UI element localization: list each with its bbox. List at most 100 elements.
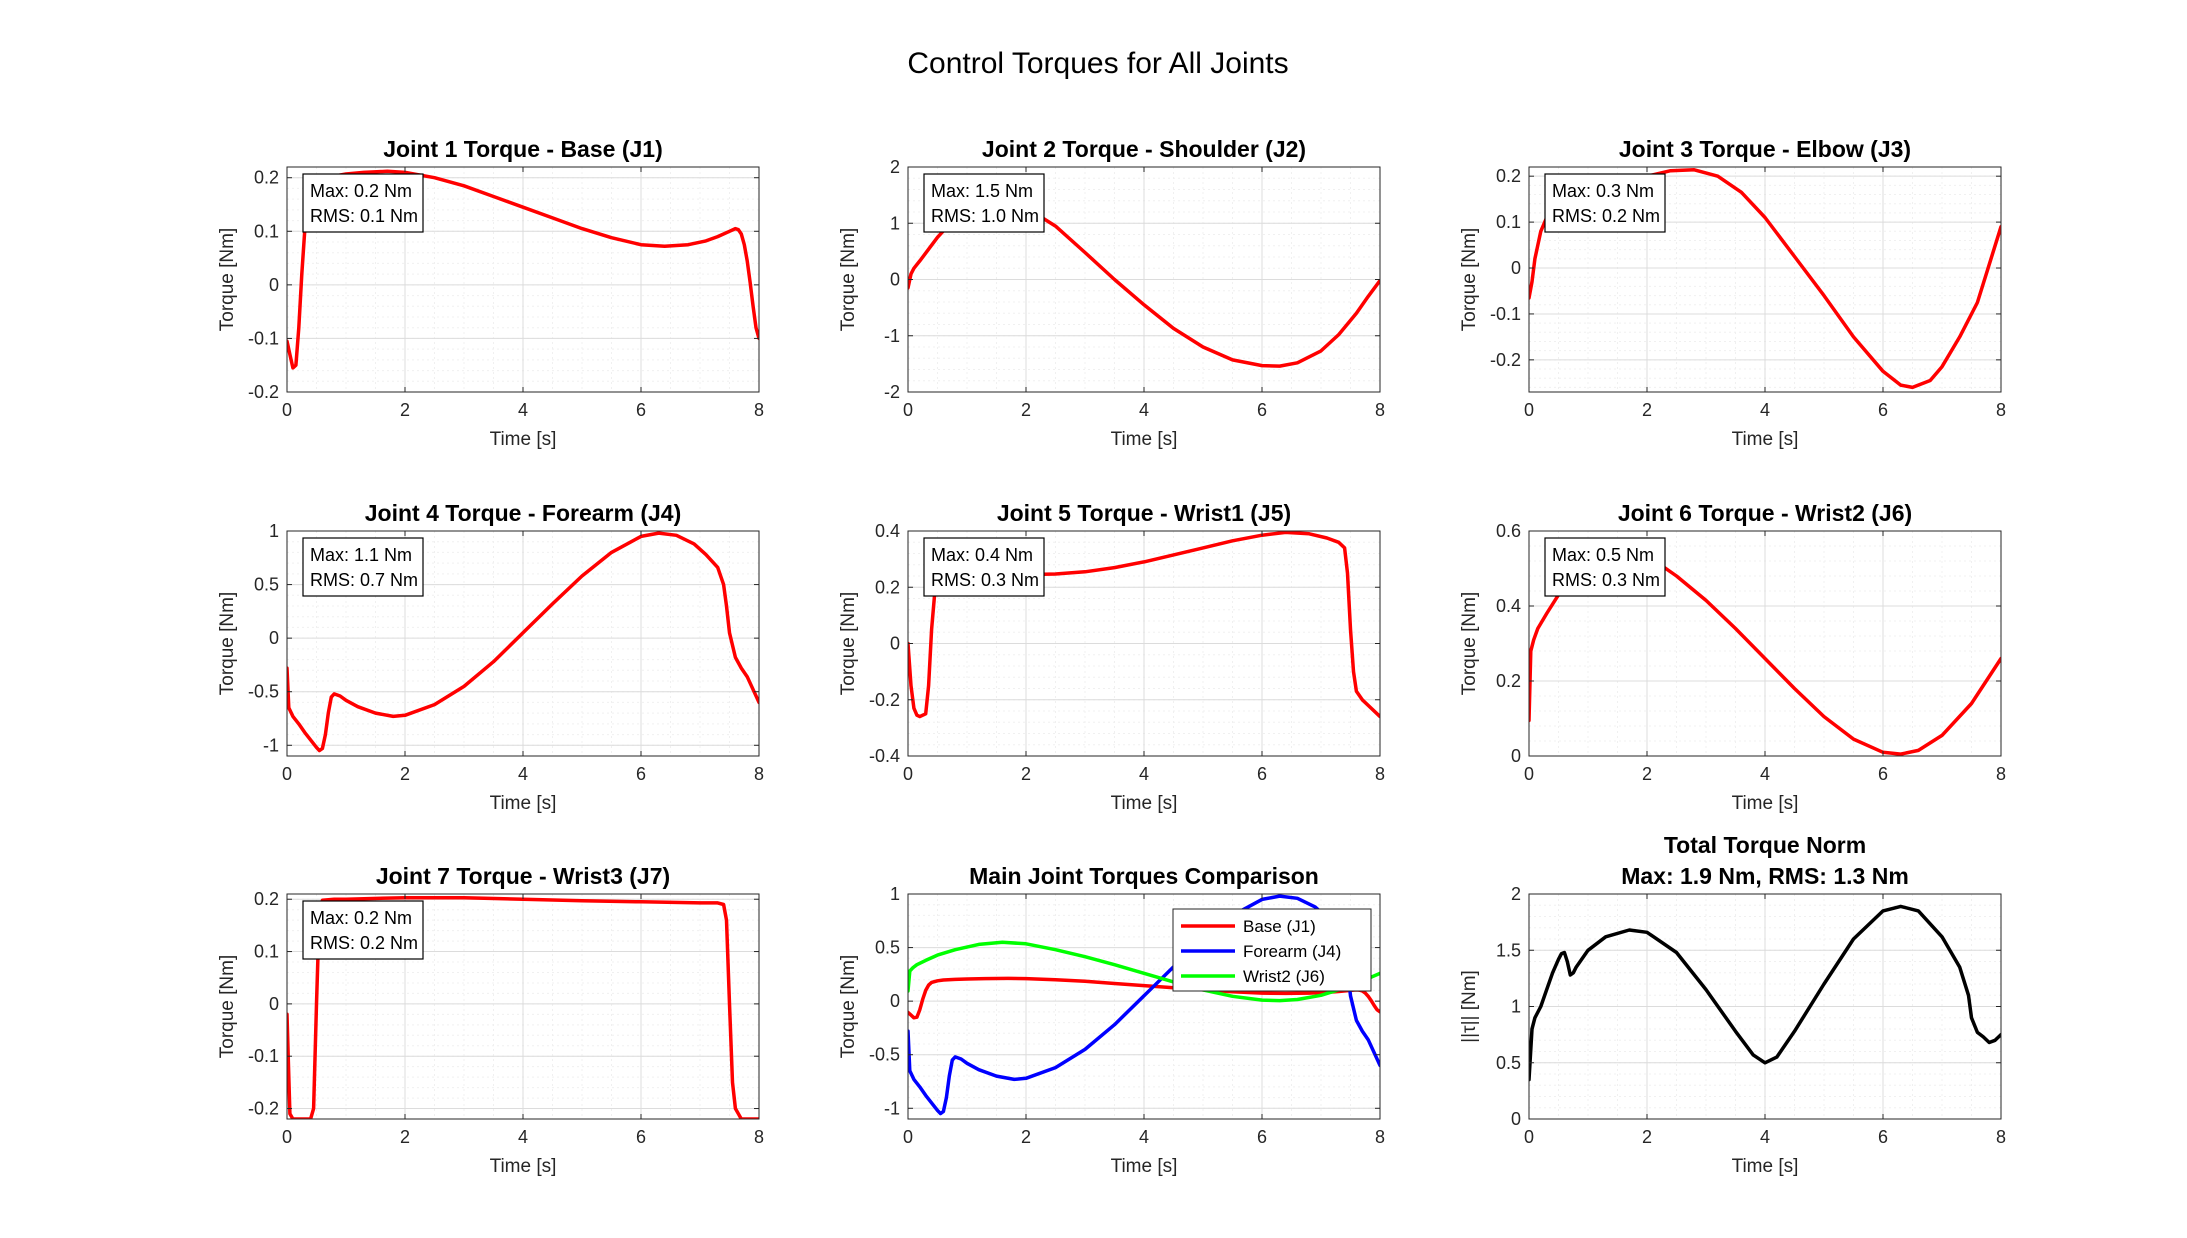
x-tick-label: 2 [400,400,410,420]
x-axis-label: Time [s] [490,429,557,450]
annotation-frame [1544,537,1666,597]
annotation-text: Max: 0.2 Nm [310,908,412,928]
x-axis-label: Time [s] [1111,1156,1178,1177]
subplot-j5: 0 2 4 6 8 -0.4 -0.2 0 0.2 0.4 Time [s] Torque [Nm] J… [838,500,1385,814]
annotation-text: RMS: 0.2 Nm [1552,206,1660,226]
series-line-j4-0 [287,531,759,753]
y-tick-label: 1.5 [1496,940,1521,960]
x-tick-label: 0 [903,764,913,784]
x-tick-label: 6 [1257,1127,1267,1147]
x-tick-label: 2 [1642,1127,1652,1147]
y-tick-label: 0.4 [1496,596,1521,616]
annotation-text: Max: 1.5 Nm [931,181,1033,201]
annotation-frame [1544,173,1666,233]
x-tick-label: 4 [1139,400,1149,420]
x-tick-label: 0 [903,400,913,420]
annotation-text: RMS: 0.2 Nm [310,933,418,953]
annotation-box: Max: 0.2 Nm RMS: 0.1 Nm [302,173,424,233]
subplot-norm: 0 2 4 6 8 0 0.5 1 1.5 2 Time [s] ||τ|| [Nm] Total To… [1459,832,2006,1177]
x-tick-label: 2 [400,1127,410,1147]
subplot-compare: 0 2 4 6 8 -1 -0.5 0 0.5 1 Time [s] Torque [Nm] Main … [838,863,1385,1177]
y-tick-label: 0 [890,270,900,290]
y-tick-label: -1 [263,735,279,755]
x-tick-label: 2 [1021,764,1031,784]
annotation-frame [302,173,424,233]
annotation-text: Max: 0.4 Nm [931,545,1033,565]
y-tick-label: 2 [1511,884,1521,904]
annotation-text: Max: 0.3 Nm [1552,181,1654,201]
y-tick-label: -0.2 [869,690,900,710]
subplot-j6: 0 2 4 6 8 0 0.2 0.4 0.6 Time [s] Torque [Nm] Joint … [1459,500,2006,814]
y-tick-label: 0.1 [254,942,279,962]
y-tick-label: 2 [890,157,900,177]
x-axis-label: Time [s] [1732,429,1799,450]
subplot-title: Joint 5 Torque - Wrist1 (J5) [997,500,1291,526]
x-tick-label: 6 [636,400,646,420]
legend-entry: Forearm (J4) [1243,942,1341,961]
x-tick-label: 2 [1642,400,1652,420]
x-tick-label: 4 [1139,1127,1149,1147]
y-tick-label: 0 [890,991,900,1011]
y-tick-label: 0.2 [875,577,900,597]
annotation-text: RMS: 1.0 Nm [931,206,1039,226]
legend-entry: Wrist2 (J6) [1243,967,1325,986]
series-group [287,531,759,753]
y-tick-label: 0 [1511,258,1521,278]
y-tick-label: -2 [884,382,900,402]
y-tick-label: 0 [269,275,279,295]
annotation-box: Max: 0.4 Nm RMS: 0.3 Nm [923,537,1045,597]
y-tick-label: -0.1 [1490,304,1521,324]
subplot-title: Joint 7 Torque - Wrist3 (J7) [376,863,670,889]
subplot-title: Joint 2 Torque - Shoulder (J2) [982,136,1306,162]
x-tick-label: 8 [1996,1127,2006,1147]
x-tick-label: 0 [282,400,292,420]
series-group [287,895,759,1119]
y-axis-label: Torque [Nm] [217,228,238,331]
y-axis-label: Torque [Nm] [1459,228,1480,331]
x-axis-label: Time [s] [1732,1156,1799,1177]
x-tick-label: 8 [754,764,764,784]
annotation-box: Max: 1.1 Nm RMS: 0.7 Nm [302,537,424,597]
annotation-text: RMS: 0.3 Nm [931,570,1039,590]
x-tick-label: 0 [903,1127,913,1147]
x-tick-label: 6 [1878,1127,1888,1147]
series-line-compare-2 [908,940,1380,1003]
y-tick-label: 0 [1511,1109,1521,1129]
annotation-text: RMS: 0.3 Nm [1552,570,1660,590]
y-tick-label: -1 [884,1098,900,1118]
x-tick-label: 8 [754,1127,764,1147]
x-tick-label: 8 [1375,764,1385,784]
y-tick-label: -0.2 [1490,350,1521,370]
y-axis-label: Torque [Nm] [838,228,859,331]
y-tick-label: -0.5 [869,1045,900,1065]
subplot-grid: 0 2 4 6 8 -0.2 -0.1 0 0.1 0.2 Time [s] Torque [Nm] J… [217,136,2006,1177]
subplot-title: Joint 3 Torque - Elbow (J3) [1619,136,1911,162]
x-tick-label: 6 [1878,764,1888,784]
major-grid [1529,531,2001,756]
x-tick-label: 0 [1524,400,1534,420]
annotation-text: Max: 0.2 Nm [310,181,412,201]
y-axis-label: Torque [Nm] [838,592,859,695]
x-tick-label: 4 [1760,1127,1770,1147]
legend-entry: Base (J1) [1243,917,1316,936]
x-tick-label: 2 [1021,400,1031,420]
x-tick-label: 8 [1375,1127,1385,1147]
series-group [908,199,1380,368]
legend[interactable]: Base (J1) Forearm (J4) Wrist2 (J6) [1172,908,1372,992]
x-tick-label: 4 [1139,764,1149,784]
annotation-frame [302,900,424,960]
y-tick-label: 0.1 [1496,212,1521,232]
x-tick-label: 6 [1257,764,1267,784]
y-tick-label: -0.2 [248,1099,279,1119]
y-axis-label: Torque [Nm] [1459,592,1480,695]
x-tick-label: 8 [1375,400,1385,420]
subplot-j2: 0 2 4 6 8 -2 -1 0 1 2 Time [s] Torque [Nm] Joint 2 T… [838,136,1385,450]
subplot-title: Main Joint Torques Comparison [969,863,1319,889]
x-tick-label: 6 [636,1127,646,1147]
annotation-text: RMS: 0.1 Nm [310,206,418,226]
subplot-j7: 0 2 4 6 8 -0.2 -0.1 0 0.1 0.2 Time [s] Torque [Nm] J… [217,863,764,1177]
x-tick-label: 6 [1257,400,1267,420]
y-tick-label: 1 [890,213,900,233]
x-tick-label: 0 [1524,1127,1534,1147]
subplot-subtitle: Max: 1.9 Nm, RMS: 1.3 Nm [1621,863,1909,889]
